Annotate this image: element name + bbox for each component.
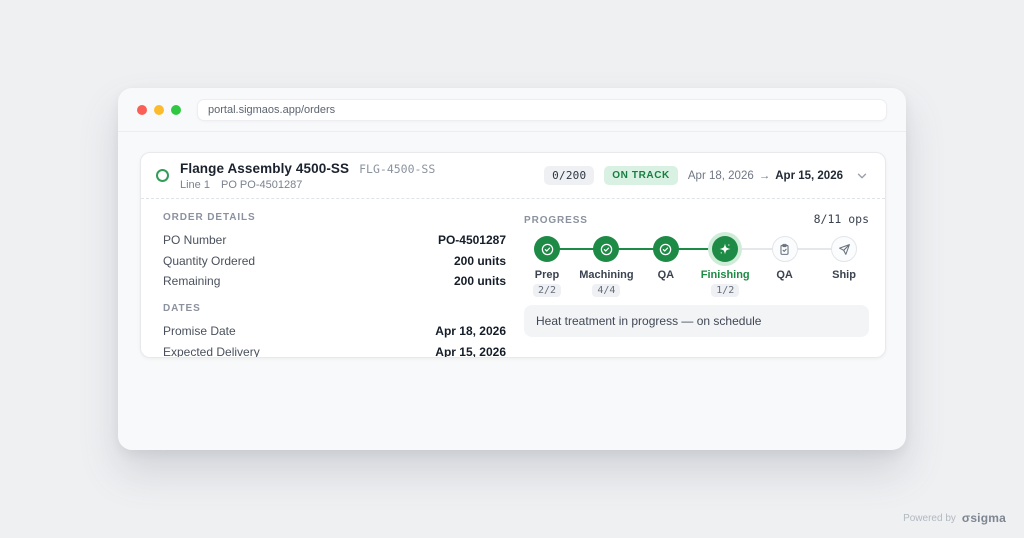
order-title: Flange Assembly 4500-SS xyxy=(180,160,350,176)
order-line: Line 1 xyxy=(180,178,210,191)
progress-panel: PROGRESS 8/11 ops Prep 2/2 Machining 4/4 QA F… xyxy=(524,212,869,357)
step-count-badge: 2/2 xyxy=(532,284,562,297)
step-label: Prep xyxy=(534,269,560,281)
progress-step-prep: Prep 2/2 xyxy=(532,236,562,297)
chevron-down-icon[interactable] xyxy=(855,169,869,183)
zoom-window-button[interactable] xyxy=(171,104,181,115)
step-label: Ship xyxy=(832,269,856,281)
traffic-lights xyxy=(137,104,181,115)
step-count-badge: 1/2 xyxy=(711,284,740,297)
order-sku: FLG-4500-SS xyxy=(359,161,436,176)
clipboard-icon xyxy=(771,236,798,262)
browser-toolbar: portal.sigmaos.app/orders xyxy=(118,88,906,132)
detail-value: Apr 18, 2026 xyxy=(435,324,506,339)
progress-note: Heat treatment in progress — on schedule xyxy=(524,305,869,337)
sigma-logo: σsigma xyxy=(961,511,1006,525)
order-po: PO PO-4501287 xyxy=(220,178,303,191)
step-label: Finishing xyxy=(700,269,750,281)
check-circle-icon xyxy=(652,236,679,262)
order-card-header[interactable]: Flange Assembly 4500-SS FLG-4500-SS Line… xyxy=(141,153,885,199)
order-details-rows: PO Number PO-4501287 Quantity Ordered 200 u… xyxy=(163,230,506,291)
step-connector xyxy=(735,248,775,250)
arrow-icon: → xyxy=(758,169,771,182)
step-label: QA xyxy=(657,269,675,281)
minimize-window-button[interactable] xyxy=(154,104,164,115)
close-window-button[interactable] xyxy=(137,104,147,115)
order-details-heading: ORDER DETAILS xyxy=(163,212,256,223)
dates-heading: DATES xyxy=(163,303,201,315)
step-label: QA xyxy=(776,269,793,281)
powered-by-label: Powered by xyxy=(903,512,956,524)
detail-value: PO-4501287 xyxy=(437,233,506,248)
sparkle-icon xyxy=(712,236,739,262)
progress-heading: PROGRESS xyxy=(524,215,588,226)
progress-step-machining: Machining 4/4 xyxy=(579,236,634,297)
step-connector xyxy=(675,248,716,250)
quantity-badge: 0/200 xyxy=(544,166,595,185)
progress-stepper: Prep 2/2 Machining 4/4 QA Finishing 1/2 QA Ship xyxy=(524,236,869,298)
order-details-panel: ORDER DETAILS PO Number PO-4501287 Quantit… xyxy=(163,212,506,358)
expected-date: Apr 15, 2026 xyxy=(775,169,843,182)
detail-value: 200 units xyxy=(453,253,506,268)
url-text: portal.sigmaos.app/orders xyxy=(208,103,336,116)
detail-row: Quantity Ordered 200 units xyxy=(163,250,506,270)
ops-counter: 8/11 ops xyxy=(813,212,869,226)
order-status-ring-icon xyxy=(156,169,169,182)
check-circle-icon xyxy=(534,236,560,262)
detail-row: PO Number PO-4501287 xyxy=(163,230,506,250)
promise-date: Apr 18, 2026 xyxy=(687,169,754,182)
progress-step-qa: QA xyxy=(652,236,679,281)
header-dates: Apr 18, 2026 → Apr 15, 2026 xyxy=(688,170,843,182)
detail-label: Expected Delivery xyxy=(163,344,260,358)
detail-row: Promise Date Apr 18, 2026 xyxy=(163,321,506,341)
detail-row: Remaining 200 units xyxy=(163,271,506,291)
progress-step-ship: Ship xyxy=(831,236,858,281)
dates-rows: Promise Date Apr 18, 2026 Expected Deliver… xyxy=(163,321,506,358)
progress-step-finishing: Finishing 1/2 xyxy=(701,236,750,297)
status-badge: ON TRACK xyxy=(604,166,678,185)
send-icon xyxy=(831,236,858,262)
detail-value: Apr 15, 2026 xyxy=(435,344,506,358)
check-circle-icon xyxy=(593,236,620,262)
browser-window: portal.sigmaos.app/orders Flange Assembl… xyxy=(118,88,906,450)
detail-value: 200 units xyxy=(453,273,506,288)
order-card: Flange Assembly 4500-SS FLG-4500-SS Line… xyxy=(140,152,886,358)
detail-row: Expected Delivery Apr 15, 2026 xyxy=(163,342,506,358)
step-count-badge: 4/4 xyxy=(592,284,621,297)
step-connector xyxy=(794,248,835,250)
powered-by-footer: Powered by σsigma xyxy=(903,511,1006,525)
detail-label: PO Number xyxy=(163,233,227,248)
detail-label: Quantity Ordered xyxy=(163,253,256,268)
step-label: Machining xyxy=(579,269,634,281)
progress-step-qa: QA xyxy=(771,236,798,281)
sigma-glyph-icon: σ xyxy=(961,511,971,525)
step-connector xyxy=(616,248,656,250)
detail-label: Promise Date xyxy=(163,324,236,339)
url-bar[interactable]: portal.sigmaos.app/orders xyxy=(197,98,887,121)
step-connector xyxy=(557,248,597,250)
detail-label: Remaining xyxy=(163,273,221,288)
